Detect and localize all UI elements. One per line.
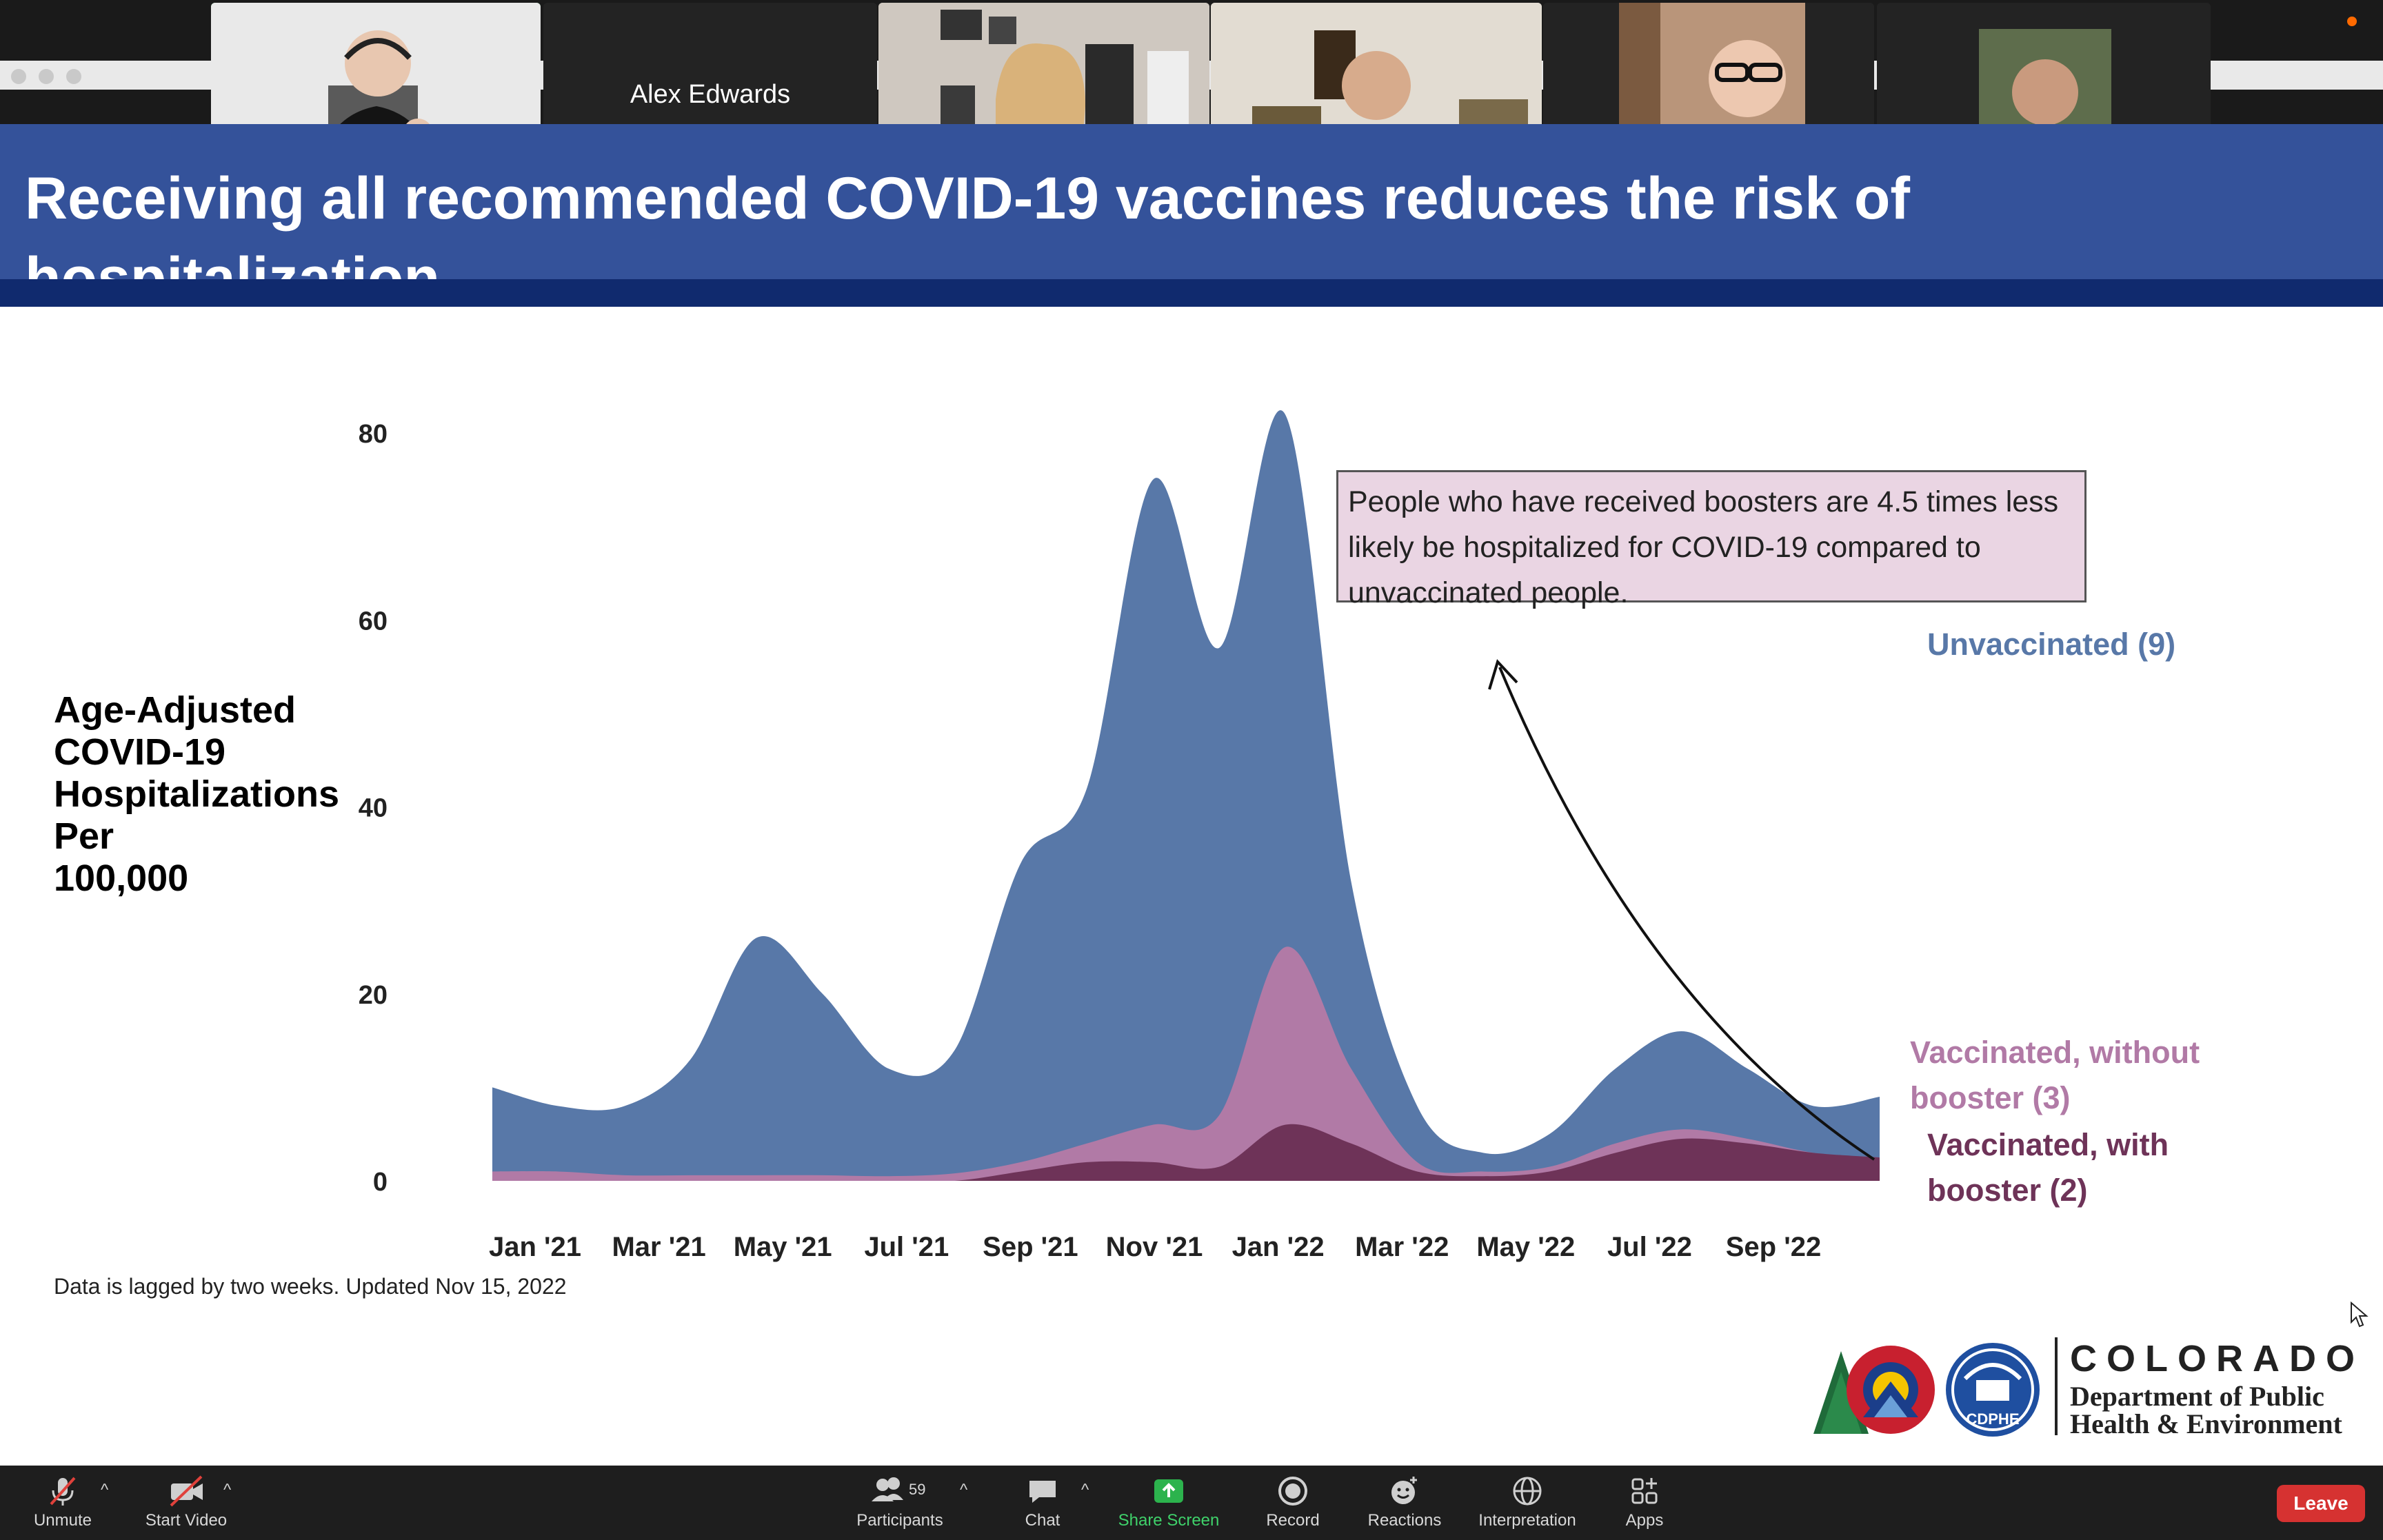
series-label-without-booster: Vaccinated, without booster (3) [1910,1030,2227,1121]
chat-icon [1029,1481,1056,1503]
x-tick-label: May '22 [1476,1232,1575,1262]
interpretation-label: Interpretation [1478,1511,1576,1530]
y-tick-label: 20 [359,981,388,1010]
data-lag-note: Data is lagged by two weeks. Updated Nov… [54,1274,567,1299]
reactions-label: Reactions [1367,1511,1442,1530]
leave-button[interactable]: Leave [2277,1485,2365,1522]
participants-label: Participants [856,1511,943,1530]
recording-indicator [2347,17,2357,26]
apps-icon [1631,1478,1658,1504]
logo-badge-text: CDPHE [1966,1410,2019,1428]
unmute-button[interactable]: Unmute [28,1474,98,1536]
x-tick-label: Mar '21 [612,1232,705,1262]
window-zoom-button[interactable] [66,69,81,84]
series-label-unvaccinated: Unvaccinated (9) [1927,627,2176,662]
colorado-logo-icon: CDPHE [1813,1343,2040,1437]
chat-options-caret[interactable]: ^ [1081,1481,1089,1499]
chat-button[interactable]: Chat [1014,1474,1072,1536]
microphone-muted-icon [50,1477,76,1506]
video-options-caret[interactable]: ^ [223,1481,232,1499]
booster-callout: People who have received boosters are 4.… [1336,470,2087,609]
start-video-label: Start Video [145,1511,228,1530]
series-label-without-booster-text: Vaccinated, without booster (3) [1910,1035,2200,1115]
y-tick-label: 40 [359,794,388,823]
x-tick-label: May '21 [734,1232,832,1262]
logo-divider [2055,1337,2058,1435]
logo-state: COLORADO [2070,1338,2364,1379]
window-minimize-button[interactable] [39,69,54,84]
mouse-cursor-icon [2351,1301,2369,1328]
logo-department: Department of Public Health & Environmen… [2070,1381,2342,1439]
share-screen-label: Share Screen [1118,1511,1220,1530]
meeting-toolbar [0,1466,2383,1540]
title-underline-band [0,279,2383,307]
series-area-0 [492,410,1880,1181]
series-label-with-booster-text: Vaccinated, with booster (2) [1927,1127,2169,1208]
participants-options-caret[interactable]: ^ [960,1481,968,1499]
globe-icon [1513,1477,1542,1506]
apps-button[interactable]: Apps [1613,1474,1676,1536]
apps-label: Apps [1625,1511,1664,1530]
participant-count: 59 [909,1481,925,1498]
window-close-button[interactable] [11,69,26,84]
x-tick-label: Sep '22 [1726,1232,1821,1262]
reactions-button[interactable]: Reactions [1360,1474,1449,1536]
chat-label: Chat [1025,1511,1060,1530]
series-label-with-booster: Vaccinated, with booster (2) [1927,1122,2203,1213]
participants-icon: 59 [872,1477,925,1501]
record-label: Record [1266,1511,1320,1530]
y-tick-label: 80 [359,420,388,449]
y-axis-label: Age-Adjusted COVID-19 Hospitalizations P… [54,689,340,899]
x-tick-label: Jan '22 [1232,1232,1325,1262]
y-tick-label: 60 [359,607,388,636]
share-screen-icon [1154,1479,1183,1503]
record-icon [1278,1477,1307,1506]
x-tick-label: Jul '22 [1607,1232,1692,1262]
participants-button[interactable]: 59 Participants [848,1474,952,1536]
x-tick-label: Nov '21 [1106,1232,1203,1262]
x-tick-label: Sep '21 [983,1232,1078,1262]
cdphe-logo: CDPHE COLORADO Department of Public Heal… [1813,1337,2358,1441]
start-video-button[interactable]: Start Video [138,1474,234,1536]
series-area-2 [492,1124,1880,1181]
record-button[interactable]: Record [1255,1474,1331,1536]
reactions-icon [1391,1477,1417,1504]
x-tick-label: Mar '22 [1355,1232,1449,1262]
slide-title-banner: Receiving all recommended COVID-19 vacci… [0,124,2383,312]
share-screen-button[interactable]: Share Screen [1110,1474,1227,1536]
camera-off-icon [170,1475,203,1507]
x-tick-label: Jul '21 [864,1232,949,1262]
interpretation-button[interactable]: Interpretation [1469,1474,1586,1536]
unmute-label: Unmute [33,1511,92,1530]
y-tick-label: 0 [373,1168,388,1197]
audio-options-caret[interactable]: ^ [101,1481,109,1499]
x-tick-label: Jan '21 [489,1232,581,1262]
participant-name: Alex Edwards [630,80,791,109]
